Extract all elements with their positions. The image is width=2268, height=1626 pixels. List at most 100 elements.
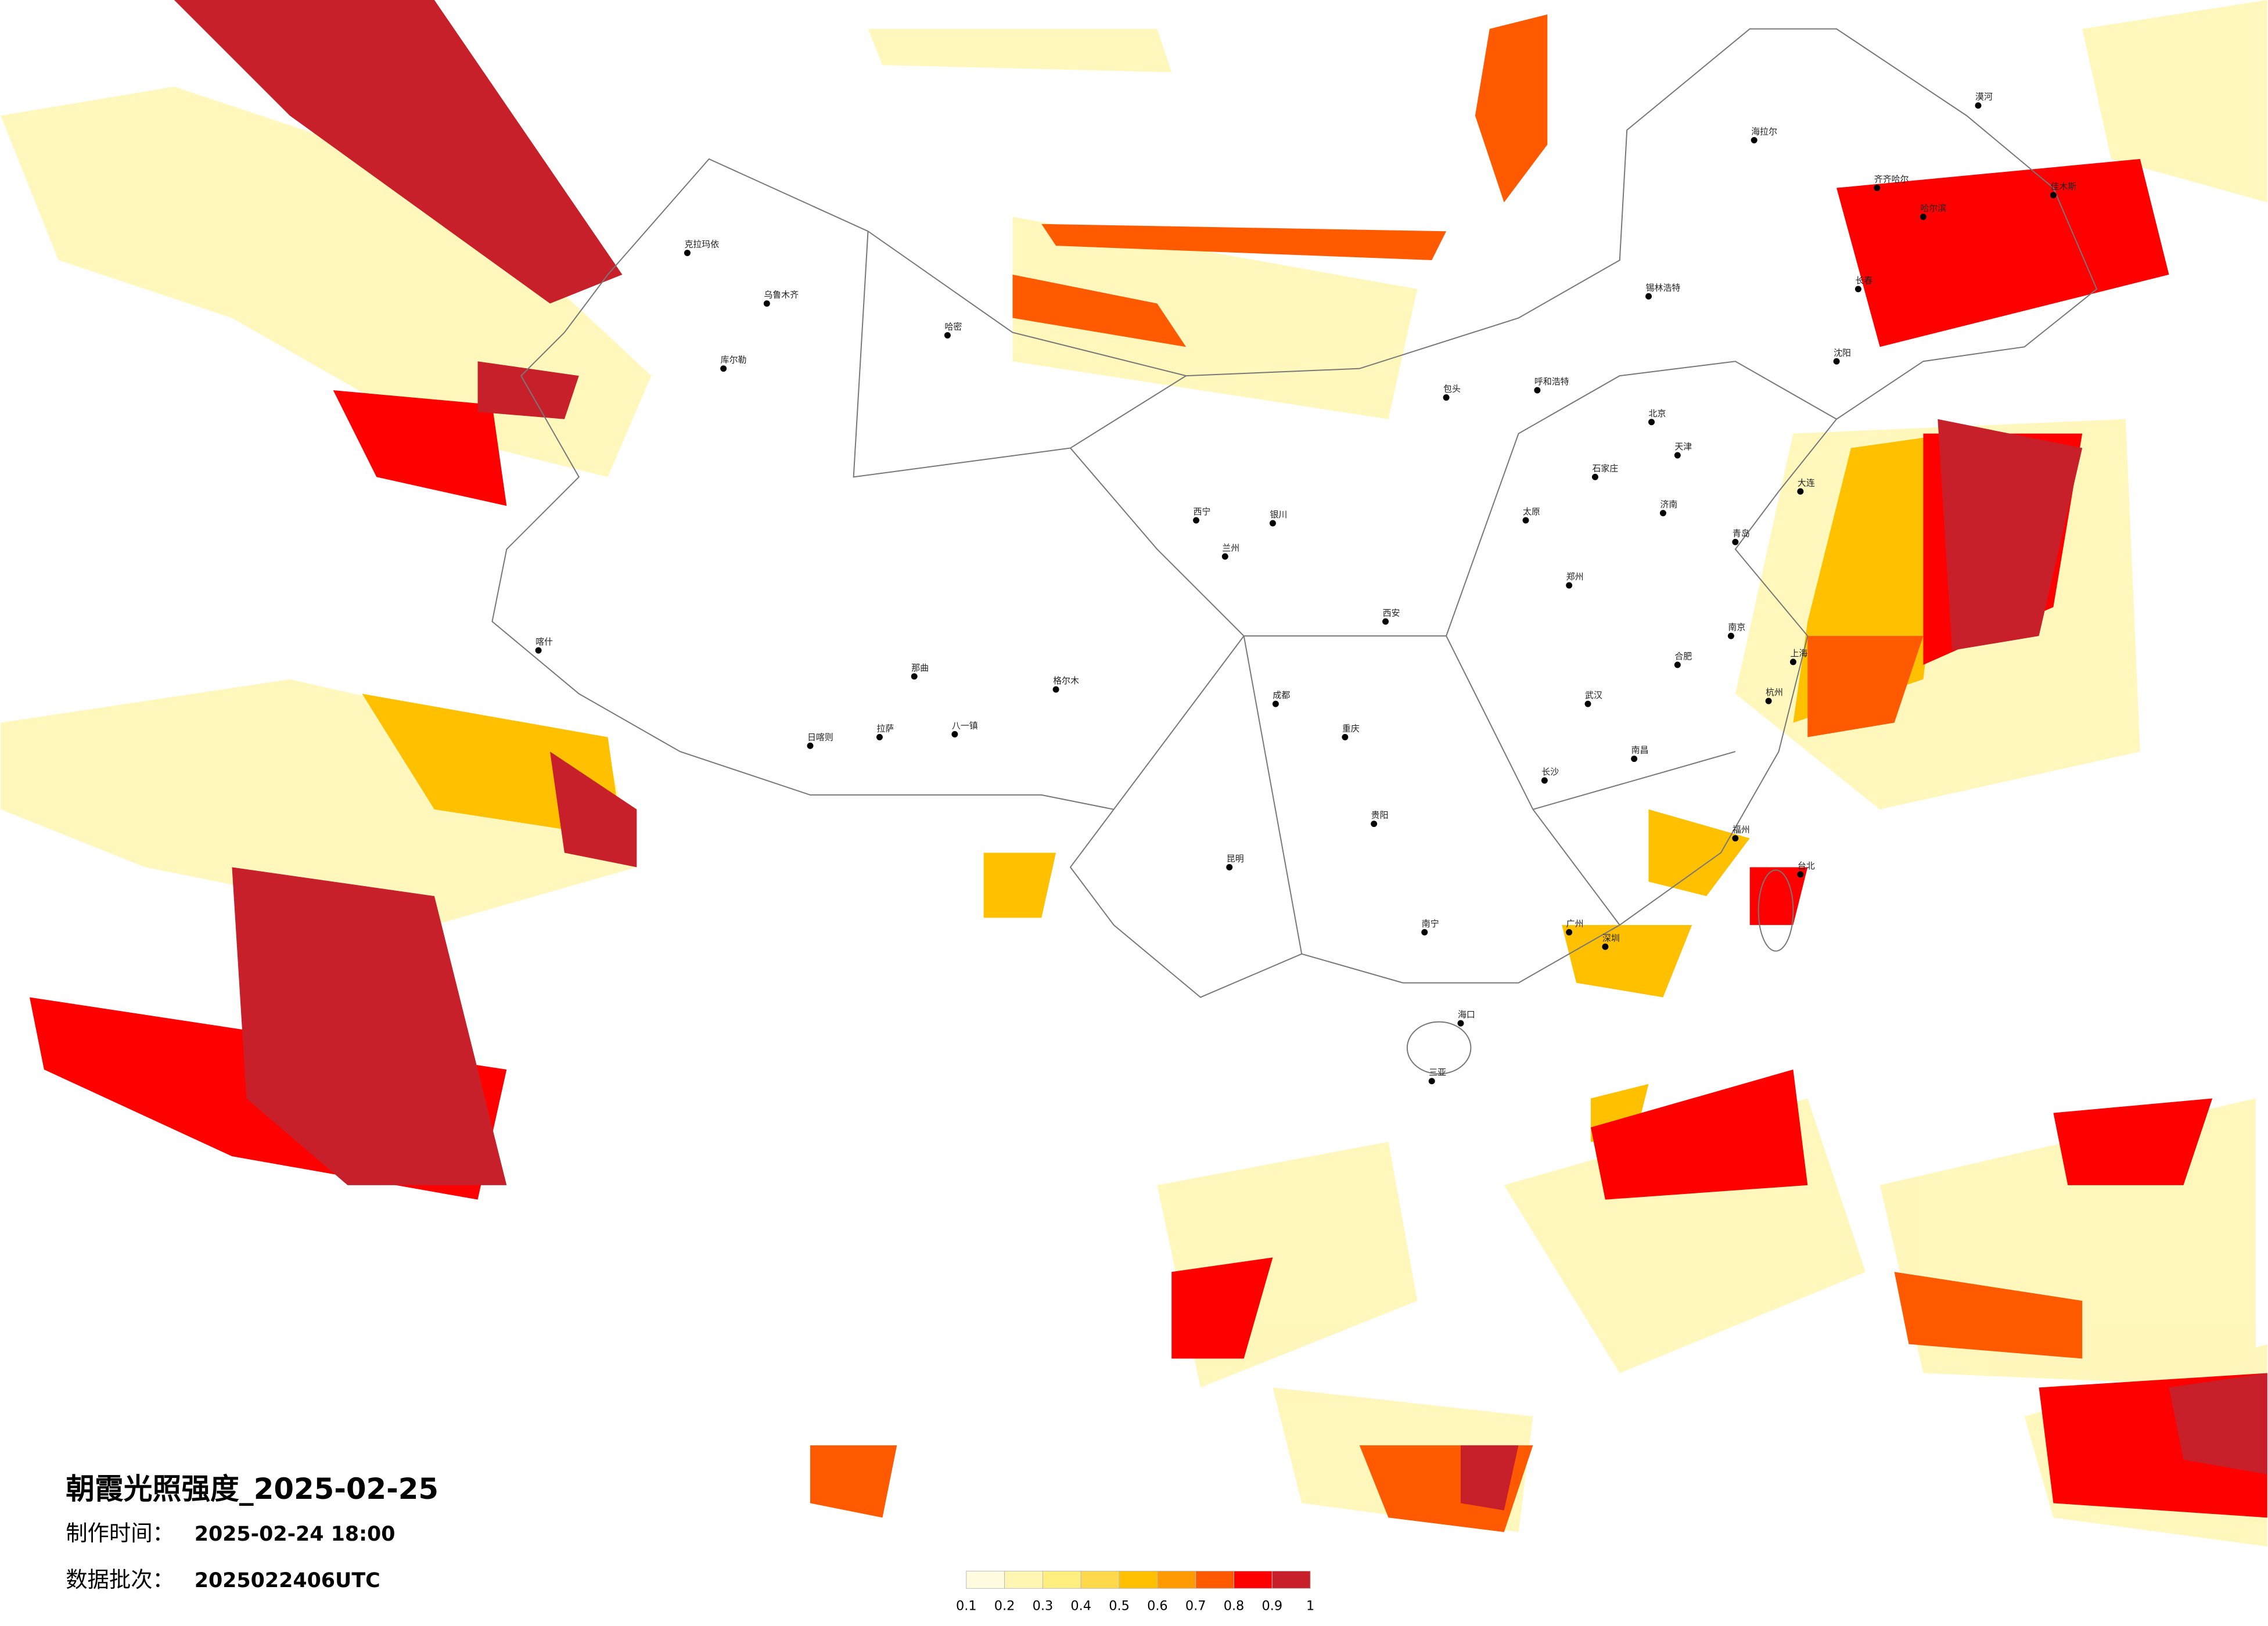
legend-swatch xyxy=(1195,1570,1235,1589)
city-dot xyxy=(807,742,814,749)
city-dot xyxy=(684,250,691,257)
legend-swatch xyxy=(1119,1570,1158,1589)
city-dot xyxy=(1631,756,1638,762)
city-dot xyxy=(1382,618,1389,625)
city-dot xyxy=(720,365,727,372)
heat-layer xyxy=(1,0,2267,1547)
city-dot xyxy=(951,731,958,738)
city-label: 那曲 xyxy=(911,663,929,673)
city-dot xyxy=(1221,553,1228,560)
city-label: 深圳 xyxy=(1602,933,1620,943)
city-dot xyxy=(1226,864,1233,870)
legend-swatch xyxy=(1157,1570,1196,1589)
city-label: 昆明 xyxy=(1227,853,1244,864)
city-dot xyxy=(1732,538,1739,545)
city-dot xyxy=(1674,452,1681,459)
city-label: 合肥 xyxy=(1674,651,1692,661)
city-label: 重庆 xyxy=(1342,723,1360,733)
city-label: 兰州 xyxy=(1222,542,1239,553)
city-label: 福州 xyxy=(1733,825,1750,835)
city-dot xyxy=(1566,582,1573,589)
city-dot xyxy=(911,673,918,680)
city-label: 佳木斯 xyxy=(2050,181,2076,192)
city-label: 南宁 xyxy=(1422,918,1439,929)
city-dot xyxy=(1534,387,1541,394)
city-label: 包头 xyxy=(1443,383,1461,394)
city-dot xyxy=(1602,943,1609,950)
city-label: 青岛 xyxy=(1733,528,1750,538)
city-dot xyxy=(1659,510,1666,517)
city-dot xyxy=(1371,821,1378,828)
city-dot xyxy=(1443,394,1450,401)
legend-swatch xyxy=(1004,1570,1043,1589)
city-label: 哈尔滨 xyxy=(1920,203,1946,213)
legend-tick-label: 0.5 xyxy=(1109,1599,1130,1614)
city-dot xyxy=(1854,286,1861,293)
city-dot xyxy=(1645,293,1652,300)
city-label: 喀什 xyxy=(535,636,553,647)
legend-tick-label: 0.8 xyxy=(1224,1599,1245,1614)
city-label: 武汉 xyxy=(1585,690,1602,700)
legend-tick-label: 0.2 xyxy=(994,1599,1015,1614)
city-dot xyxy=(1751,136,1757,143)
city-dot xyxy=(1920,213,1926,220)
legend-tick-label: 0.1 xyxy=(956,1599,977,1614)
city-dot xyxy=(763,300,770,307)
city-label: 拉萨 xyxy=(876,723,894,733)
city-label: 石家庄 xyxy=(1592,463,1618,473)
city-label: 济南 xyxy=(1660,499,1677,510)
city-label: 库尔勒 xyxy=(721,355,747,365)
city-dot xyxy=(1833,358,1840,365)
legend-tick-label: 1 xyxy=(1306,1599,1314,1614)
city-dot xyxy=(1975,102,1982,109)
legend-tick-label: 0.9 xyxy=(1262,1599,1283,1614)
legend-swatch xyxy=(1080,1570,1120,1589)
city-dot xyxy=(1566,929,1573,936)
city-label: 锡林浩特 xyxy=(1646,282,1681,293)
city-label: 西宁 xyxy=(1194,506,1211,517)
city-label: 三亚 xyxy=(1429,1067,1446,1078)
legend-swatch xyxy=(1234,1570,1273,1589)
batch-value: 2025022406UTC xyxy=(195,1569,380,1592)
city-dot xyxy=(1797,488,1804,495)
city-label: 贵阳 xyxy=(1371,810,1389,821)
city-label: 广州 xyxy=(1566,918,1584,929)
city-dot xyxy=(1522,517,1529,524)
city-dot xyxy=(1342,733,1349,740)
city-dot xyxy=(1591,473,1598,480)
map-title: 朝霞光照强度_2025-02-25 xyxy=(66,1472,438,1506)
city-label: 漠河 xyxy=(1975,92,1993,102)
legend-swatch xyxy=(1271,1570,1311,1589)
city-dot xyxy=(876,733,883,740)
city-dot xyxy=(1428,1078,1435,1085)
city-label: 南京 xyxy=(1728,622,1745,632)
city-dot xyxy=(1272,700,1279,707)
city-dot xyxy=(1421,929,1428,936)
city-dot xyxy=(944,332,951,339)
city-dot xyxy=(1874,185,1881,192)
city-dot xyxy=(1765,697,1772,704)
legend-swatch xyxy=(1042,1570,1081,1589)
city-label: 日喀则 xyxy=(807,732,833,742)
city-dot xyxy=(1584,700,1591,707)
city-dot xyxy=(1541,777,1548,784)
city-dot xyxy=(1193,517,1199,524)
city-label: 八一镇 xyxy=(952,720,978,731)
batch-label: 数据批次： xyxy=(66,1567,174,1592)
city-dot xyxy=(535,647,542,654)
city-label: 南昌 xyxy=(1631,745,1649,756)
city-label: 天津 xyxy=(1674,441,1692,452)
city-label: 长春 xyxy=(1855,275,1872,286)
city-label: 呼和浩特 xyxy=(1534,376,1569,387)
city-dot xyxy=(1648,419,1655,426)
city-dot xyxy=(1797,871,1804,878)
legend-tick-label: 0.4 xyxy=(1070,1599,1091,1614)
city-label: 齐齐哈尔 xyxy=(1874,174,1909,185)
city-label: 沈阳 xyxy=(1834,347,1851,358)
city-dot xyxy=(1052,686,1059,693)
city-dot xyxy=(1727,632,1734,639)
city-label: 大连 xyxy=(1798,477,1815,488)
made-value: 2025-02-24 18:00 xyxy=(195,1523,396,1546)
city-label: 上海 xyxy=(1790,648,1807,659)
